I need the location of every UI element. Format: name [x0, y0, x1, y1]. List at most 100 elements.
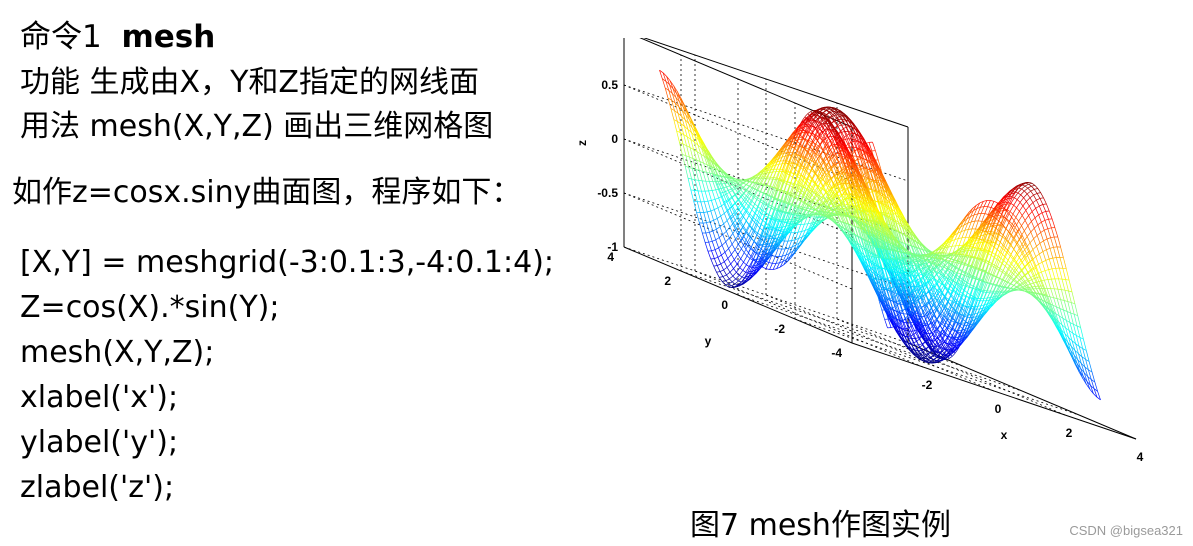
mesh-segment — [765, 227, 769, 237]
mesh-segment — [761, 183, 765, 185]
mesh-segment — [758, 254, 763, 262]
mesh-segment — [767, 195, 772, 205]
mesh-segment — [734, 283, 739, 286]
mesh-segment — [802, 206, 807, 209]
mesh-segment — [771, 164, 776, 167]
code-line: Z=cos(X).*sin(Y); — [20, 290, 280, 325]
mesh-segment — [737, 248, 742, 255]
mesh-segment — [733, 223, 738, 228]
mesh-segment — [799, 130, 804, 138]
mesh-segment — [764, 217, 769, 228]
mesh-segment — [659, 69, 664, 74]
mesh-segment — [792, 152, 796, 154]
mesh-segment — [787, 228, 791, 234]
mesh-segment — [731, 244, 736, 250]
mesh-segment — [760, 215, 766, 225]
mesh-segment — [776, 149, 780, 155]
mesh-segment — [751, 219, 756, 229]
mesh-segment — [733, 182, 738, 185]
mesh-segment — [733, 180, 738, 184]
mesh-segment — [722, 276, 727, 281]
mesh-segment — [804, 178, 809, 189]
mesh-segment — [729, 278, 733, 283]
mesh-segment — [781, 240, 785, 250]
mesh-segment — [836, 162, 839, 165]
mesh-segment — [691, 168, 696, 180]
mesh-segment — [731, 281, 736, 285]
mesh-segment — [735, 239, 739, 245]
mesh-segment — [696, 159, 700, 171]
mesh-segment — [787, 153, 792, 157]
mesh-segment — [802, 234, 807, 241]
mesh-segment — [764, 226, 769, 228]
mesh-segment — [718, 247, 722, 256]
mesh-segment — [798, 137, 803, 146]
mesh-segment — [722, 192, 727, 201]
mesh-segment — [750, 187, 754, 193]
mesh-segment — [727, 176, 731, 182]
mesh-segment — [731, 194, 736, 199]
mesh-segment — [682, 144, 687, 156]
mesh-segment — [777, 154, 782, 162]
mesh-segment — [686, 111, 691, 118]
mesh-segment — [772, 256, 776, 264]
mesh-segment — [751, 187, 755, 190]
mesh-segment — [751, 182, 756, 188]
mesh-segment — [731, 249, 736, 255]
mesh-segment — [798, 236, 803, 239]
mesh-segment — [758, 235, 763, 245]
mesh-segment — [788, 134, 793, 139]
mesh-segment — [736, 185, 741, 189]
mesh-segment — [746, 210, 751, 215]
mesh-segment — [780, 235, 785, 241]
mesh-segment — [699, 212, 704, 224]
mesh-segment — [786, 213, 790, 224]
mesh-segment — [748, 192, 752, 196]
mesh-segment — [748, 187, 753, 194]
mesh-segment — [770, 198, 776, 209]
mesh-segment — [721, 176, 725, 178]
mesh-segment — [779, 261, 784, 264]
mesh-segment — [771, 255, 776, 257]
mesh-segment — [697, 151, 701, 155]
mesh-segment — [785, 137, 790, 142]
mesh-segment — [706, 221, 711, 224]
mesh-segment — [724, 203, 729, 211]
mesh-segment — [765, 195, 770, 206]
mesh-segment — [781, 170, 786, 180]
mesh-segment — [758, 182, 762, 185]
mesh-segment — [712, 230, 717, 240]
mesh-segment — [731, 238, 736, 245]
mesh-segment — [811, 204, 815, 208]
mesh-segment — [793, 173, 797, 177]
mesh-segment — [750, 188, 756, 196]
mesh-segment — [794, 232, 799, 240]
mesh-segment — [718, 237, 723, 246]
mesh-segment — [686, 145, 690, 158]
mesh-segment — [719, 277, 723, 282]
mesh-segment — [735, 191, 740, 195]
mesh-segment — [773, 161, 778, 170]
mesh-segment — [756, 189, 761, 192]
mesh-segment — [757, 176, 763, 184]
mesh-segment — [758, 222, 762, 225]
mesh-segment — [779, 160, 784, 170]
mesh-segment — [769, 235, 774, 244]
mesh-segment — [779, 179, 783, 183]
mesh-segment — [744, 273, 749, 279]
mesh-segment — [730, 259, 735, 265]
mesh-segment — [692, 168, 696, 170]
mesh-segment — [742, 220, 747, 228]
mesh-segment — [662, 78, 667, 82]
mesh-segment — [770, 246, 775, 253]
mesh-segment — [726, 274, 730, 280]
mesh-segment — [755, 211, 760, 221]
mesh-segment — [750, 177, 754, 179]
mesh-segment — [729, 275, 734, 280]
mesh-segment — [729, 233, 734, 239]
mesh-segment — [750, 195, 755, 201]
mesh-segment — [667, 97, 672, 109]
mesh-segment — [753, 199, 758, 207]
mesh-segment — [711, 241, 716, 250]
mesh-segment — [724, 248, 729, 253]
